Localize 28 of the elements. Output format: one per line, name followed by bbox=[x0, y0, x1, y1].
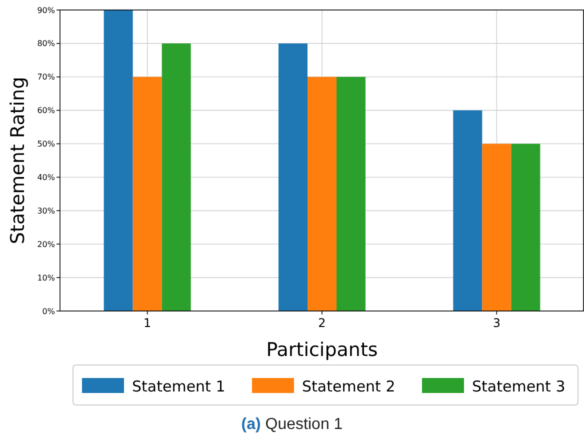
bar bbox=[453, 110, 482, 311]
y-tick-label: 0% bbox=[42, 306, 56, 316]
x-tick-label: 2 bbox=[318, 316, 326, 330]
legend-label: Statement 1 bbox=[132, 377, 226, 396]
legend-label: Statement 2 bbox=[302, 377, 396, 396]
text: (a) Question 1 bbox=[241, 416, 343, 433]
bar bbox=[308, 76, 336, 311]
bar bbox=[132, 76, 162, 311]
y-axis-title: Statement Rating bbox=[7, 76, 29, 244]
x-axis-title: Participants bbox=[266, 339, 378, 361]
bar bbox=[482, 144, 512, 311]
y-tick-label: 20% bbox=[37, 240, 56, 249]
y-tick-label: 40% bbox=[37, 173, 56, 182]
x-tick-label: 1 bbox=[144, 316, 152, 330]
y-tick-label: 10% bbox=[37, 273, 56, 282]
y-tick-label: 60% bbox=[37, 106, 56, 116]
y-tick-label: 70% bbox=[37, 72, 56, 82]
x-tick-label: 3 bbox=[492, 316, 500, 330]
y-tick-label: 80% bbox=[37, 39, 56, 48]
bar bbox=[162, 43, 191, 311]
bar bbox=[278, 43, 308, 311]
y-tick-label: 50% bbox=[37, 140, 56, 149]
y-tick-label: 90% bbox=[37, 6, 56, 15]
bar bbox=[104, 10, 133, 311]
legend-label: Statement 3 bbox=[472, 377, 566, 396]
bar bbox=[336, 76, 366, 311]
y-tick-label: 30% bbox=[37, 206, 56, 216]
bar bbox=[511, 144, 540, 311]
